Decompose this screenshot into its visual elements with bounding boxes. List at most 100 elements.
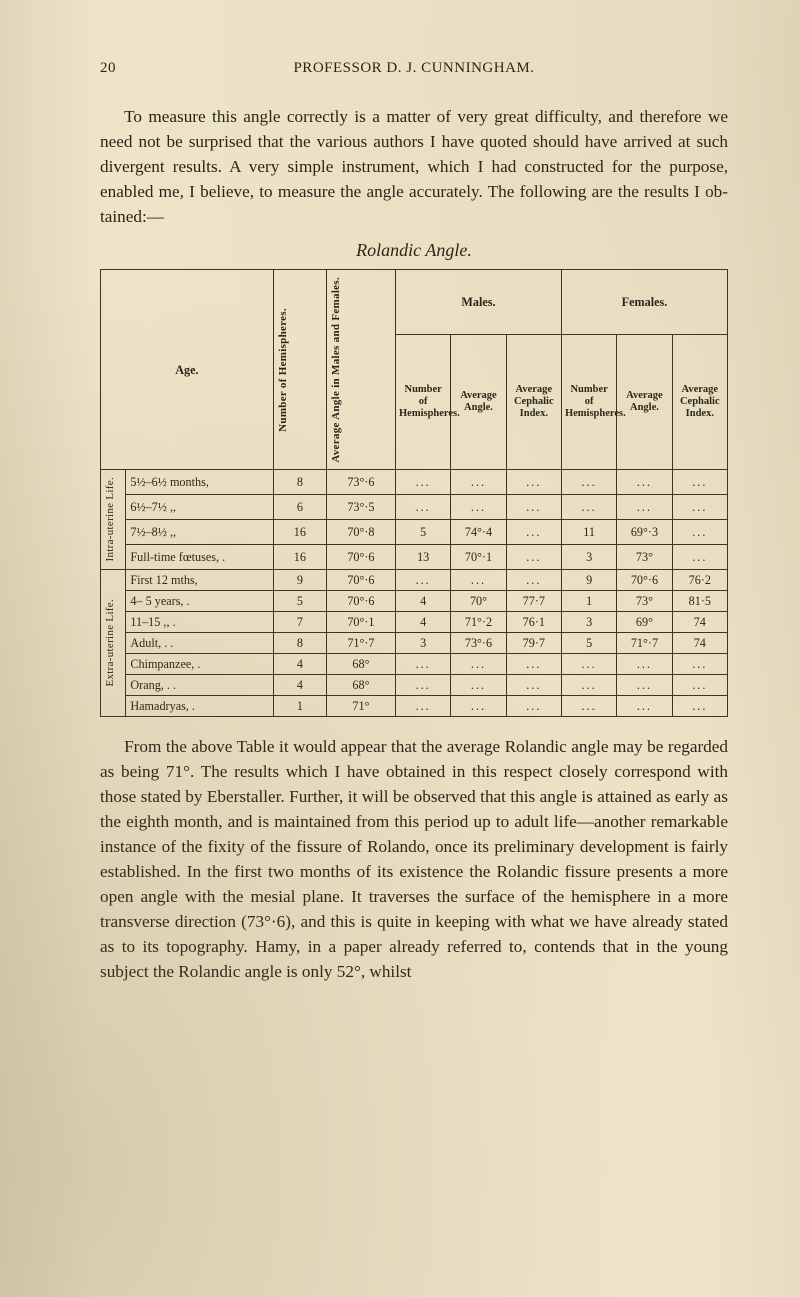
cell: ...: [672, 544, 727, 569]
th-m-ang: Average Angle.: [451, 335, 506, 470]
cell: 3: [561, 611, 616, 632]
cell-age: Full-time fœtuses, .: [126, 544, 274, 569]
cell: 70°·6: [617, 569, 672, 590]
cell: 6: [273, 495, 326, 520]
cell: ...: [396, 675, 451, 696]
cell: 5: [273, 590, 326, 611]
cell: ...: [396, 470, 451, 495]
cell: 79·7: [506, 632, 561, 653]
cell: ...: [451, 675, 506, 696]
cell: 8: [273, 470, 326, 495]
cell: 81·5: [672, 590, 727, 611]
cell: ...: [561, 653, 616, 674]
table-title: Rolandic Angle.: [100, 240, 728, 261]
cell: 76·2: [672, 569, 727, 590]
cell: ...: [561, 675, 616, 696]
cell: 4: [273, 675, 326, 696]
th-f-ang: Average Angle.: [617, 335, 672, 470]
cell: 73°·6: [451, 632, 506, 653]
cell: 4: [396, 611, 451, 632]
cell: 71°·7: [326, 632, 395, 653]
cell: 70°·8: [326, 520, 395, 545]
cell: 73°·6: [326, 470, 395, 495]
cell: 4: [273, 653, 326, 674]
cell: 9: [561, 569, 616, 590]
cell: ...: [506, 653, 561, 674]
cell: 69°: [617, 611, 672, 632]
cell: ...: [396, 569, 451, 590]
table-row: 4– 5 years, . 5 70°·6 4 70° 77·7 1 73° 8…: [101, 590, 728, 611]
page: 20 PROFESSOR D. J. CUNNINGHAM. To measur…: [0, 0, 800, 1297]
cell: ...: [506, 675, 561, 696]
cell: 70°·6: [326, 590, 395, 611]
cell: 16: [273, 520, 326, 545]
group-intra-label: Intra-uterine Life.: [104, 473, 117, 566]
cell: 4: [396, 590, 451, 611]
th-m-num: Number of Hemispheres.: [396, 335, 451, 470]
table-row: Hamadryas, . 1 71° ... ... ... ... ... .…: [101, 696, 728, 717]
cell: 68°: [326, 675, 395, 696]
cell: 13: [396, 544, 451, 569]
cell: ...: [617, 470, 672, 495]
cell: 5: [396, 520, 451, 545]
cell-age: Hamadryas, .: [126, 696, 274, 717]
cell: ...: [451, 653, 506, 674]
cell: ...: [561, 495, 616, 520]
page-header: 20 PROFESSOR D. J. CUNNINGHAM.: [100, 60, 728, 77]
cell: 7: [273, 611, 326, 632]
th-avg-angle-mf: Average Angle in Males and Females.: [326, 269, 395, 470]
page-number: 20: [100, 60, 130, 77]
cell: ...: [672, 653, 727, 674]
cell: 70°: [451, 590, 506, 611]
th-males: Males.: [396, 269, 562, 335]
cell: 8: [273, 632, 326, 653]
cell: ...: [617, 653, 672, 674]
cell: ...: [451, 696, 506, 717]
cell: 74: [672, 632, 727, 653]
cell: 68°: [326, 653, 395, 674]
group-extra: Extra-uterine Life.: [101, 569, 126, 716]
cell-age: 7½–8½ ,,: [126, 520, 274, 545]
cell: ...: [617, 675, 672, 696]
cell: 71°: [326, 696, 395, 717]
th-females: Females.: [561, 269, 727, 335]
paragraph-1: To measure this angle correctly is a mat…: [100, 105, 728, 230]
cell: ...: [672, 520, 727, 545]
cell: ...: [672, 696, 727, 717]
cell: ...: [506, 520, 561, 545]
table-row: Intra-uterine Life. 5½–6½ months, 8 73°·…: [101, 470, 728, 495]
cell: ...: [451, 470, 506, 495]
cell: 69°·3: [617, 520, 672, 545]
cell: 16: [273, 544, 326, 569]
cell: 70°·1: [326, 611, 395, 632]
table-row: Orang, . . 4 68° ... ... ... ... ... ...: [101, 675, 728, 696]
header-spacer: [698, 60, 728, 77]
cell: ...: [617, 696, 672, 717]
cell-age: Chimpanzee, .: [126, 653, 274, 674]
th-avg-angle-mf-label: Average Angle in Males and Females.: [330, 273, 343, 467]
cell: ...: [396, 696, 451, 717]
cell: 74°·4: [451, 520, 506, 545]
cell: 70°·1: [451, 544, 506, 569]
cell: 9: [273, 569, 326, 590]
cell-age: 6½–7½ ,,: [126, 495, 274, 520]
rolandic-table: Age. Number of Hemispheres. Average Angl…: [100, 269, 728, 717]
cell-age: 5½–6½ months,: [126, 470, 274, 495]
cell: ...: [506, 569, 561, 590]
th-num-hemi: Number of Hemispheres.: [273, 269, 326, 470]
cell: 71°·2: [451, 611, 506, 632]
table-row: Chimpanzee, . 4 68° ... ... ... ... ... …: [101, 653, 728, 674]
cell: ...: [672, 675, 727, 696]
cell: 73°: [617, 590, 672, 611]
cell-age: 11–15 ,, .: [126, 611, 274, 632]
cell: 77·7: [506, 590, 561, 611]
cell: 3: [396, 632, 451, 653]
cell: ...: [506, 544, 561, 569]
cell-age: First 12 mths,: [126, 569, 274, 590]
cell: 11: [561, 520, 616, 545]
cell: 5: [561, 632, 616, 653]
cell: 1: [561, 590, 616, 611]
cell: ...: [672, 495, 727, 520]
cell: 1: [273, 696, 326, 717]
cell: 73°·5: [326, 495, 395, 520]
